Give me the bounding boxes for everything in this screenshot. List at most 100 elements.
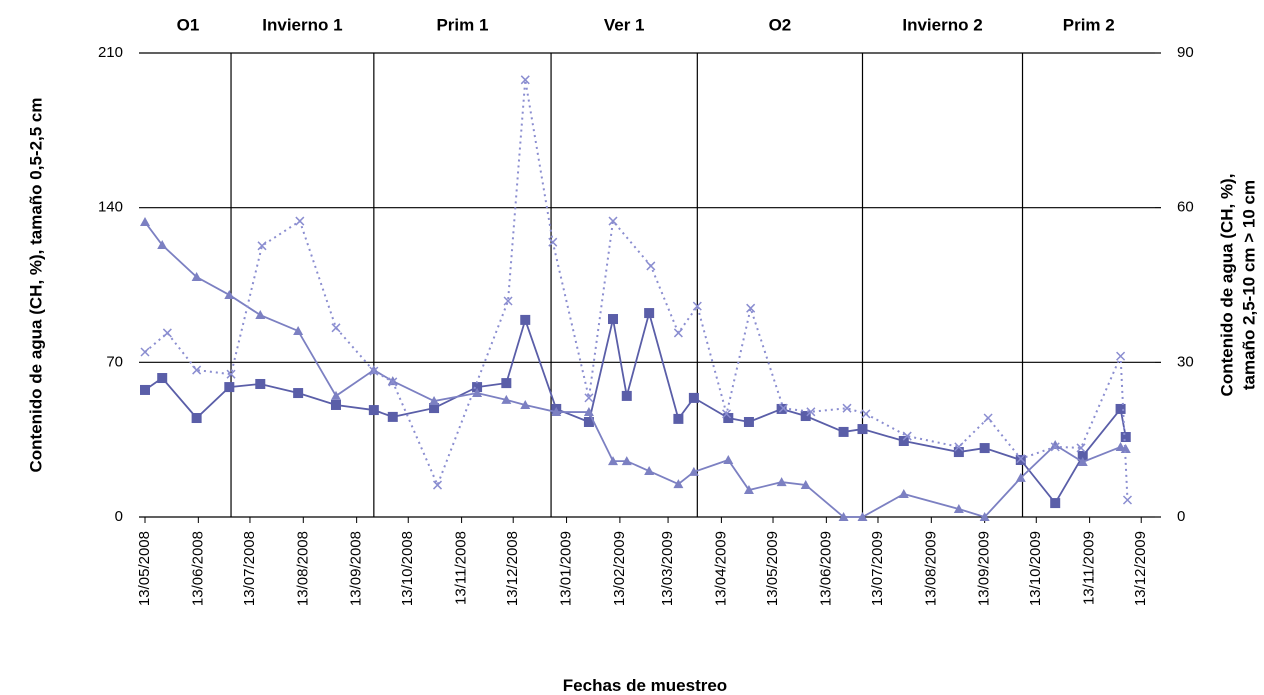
data-point [644, 308, 655, 319]
data-point [983, 413, 993, 423]
x-tick-label: 13/08/2009 [922, 531, 939, 606]
data-point [368, 365, 379, 375]
data-point [800, 411, 811, 422]
data-point [387, 376, 398, 386]
data-point [621, 390, 632, 401]
series-line [144, 309, 1127, 505]
data-point [1116, 351, 1126, 361]
data-point [548, 237, 558, 247]
data-point [226, 369, 236, 379]
data-point [140, 384, 150, 395]
y2-axis-title: tamaño 2,5-10 cm > 10 cm [1239, 180, 1258, 390]
x-tick-label: 13/10/2009 [1027, 531, 1044, 606]
data-point [1016, 454, 1026, 464]
data-point [331, 323, 341, 333]
data-point [520, 75, 530, 85]
data-point [861, 409, 871, 419]
data-point [857, 424, 868, 435]
data-point [1050, 442, 1060, 452]
y-tick-label: 140 [98, 199, 123, 216]
data-point [295, 216, 305, 226]
data-point [1077, 451, 1088, 462]
data-point [1050, 439, 1061, 449]
data-point [898, 489, 909, 499]
data-point [293, 325, 304, 335]
data-point [1077, 456, 1088, 466]
y-tick-label: 210 [98, 44, 123, 61]
x-tick-label: 13/01/2009 [558, 531, 575, 606]
data-point [902, 431, 912, 441]
x-tick-label: 13/06/2008 [189, 531, 206, 606]
data-point [255, 310, 266, 320]
data-point [503, 296, 513, 306]
data-point [369, 366, 379, 376]
data-point [1015, 472, 1026, 482]
x-tick-label: 13/02/2009 [611, 531, 628, 606]
data-point [224, 289, 235, 299]
y-tick-label: 0 [115, 508, 123, 525]
data-point [688, 466, 699, 476]
data-point [520, 399, 531, 409]
x-tick-label: 13/05/2008 [136, 531, 153, 606]
data-point [800, 479, 811, 489]
x-tick-label: 13/08/2008 [294, 531, 311, 606]
data-point [224, 382, 235, 393]
x-tick-label: 13/12/2009 [1132, 531, 1149, 606]
season-label: O1 [177, 15, 200, 34]
y-tick-label: 70 [106, 353, 123, 370]
data-point [330, 399, 341, 410]
data-point [192, 365, 202, 375]
x-axis-title: Fechas de muestreo [563, 676, 727, 695]
data-point [688, 392, 699, 403]
data-point [551, 407, 562, 417]
data-point [432, 480, 443, 490]
x-tick-label: 13/07/2008 [241, 531, 258, 606]
y2-tick-label: 0 [1177, 508, 1185, 525]
data-point [583, 416, 594, 427]
data-point [621, 456, 632, 466]
x-tick-label: 13/09/2009 [976, 531, 993, 606]
data-point [257, 241, 267, 251]
data-point [1115, 441, 1126, 451]
data-point [644, 466, 655, 476]
series-line [144, 79, 1129, 501]
data-point [979, 443, 990, 454]
x-tick-label: 13/12/2008 [504, 531, 521, 606]
x-tick-label: 13/07/2009 [869, 531, 886, 606]
data-point [140, 347, 150, 357]
season-label: Invierno 1 [262, 15, 342, 34]
season-label: O2 [769, 15, 792, 34]
data-point [806, 407, 816, 417]
data-point [778, 403, 788, 413]
data-point [608, 456, 619, 466]
x-tick-label: 13/04/2009 [712, 531, 729, 606]
data-point [1120, 432, 1131, 443]
data-point [953, 447, 964, 458]
data-point [838, 426, 849, 437]
data-point [692, 301, 702, 311]
y2-tick-label: 90 [1177, 44, 1194, 61]
data-point [293, 388, 304, 399]
data-point [429, 403, 440, 414]
data-point [584, 393, 594, 403]
data-point [954, 442, 964, 452]
data-point [743, 485, 754, 495]
data-point [1122, 495, 1133, 505]
x-tick-label: 13/11/2009 [1081, 531, 1098, 605]
data-point [501, 378, 512, 389]
series-line [144, 221, 1127, 519]
data-point [472, 382, 483, 393]
data-point [838, 512, 849, 521]
data-point [646, 261, 656, 271]
data-point [1015, 454, 1026, 465]
data-point [368, 405, 379, 416]
data-point [157, 373, 168, 384]
data-point [1115, 403, 1126, 414]
data-point [746, 303, 756, 313]
data-point [979, 512, 990, 521]
data-point [140, 217, 150, 227]
data-point [583, 407, 594, 417]
data-point [722, 409, 732, 419]
data-point [330, 390, 341, 400]
